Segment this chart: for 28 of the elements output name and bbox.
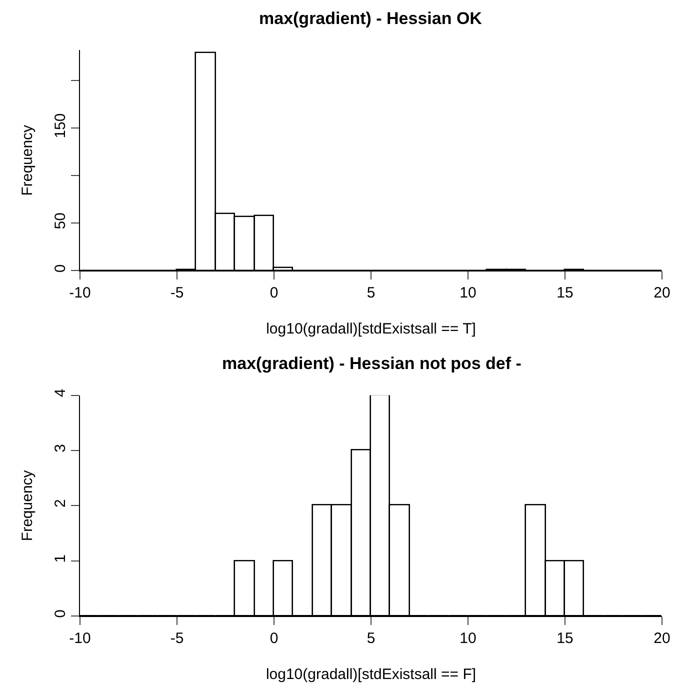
y-axis-title: Frequency (19, 470, 36, 542)
y-tick-label: 4 (52, 388, 69, 398)
x-tick-label: 5 (366, 630, 376, 647)
x-tick-label: 10 (460, 630, 476, 647)
y-tick-label: 2 (52, 499, 69, 508)
x-tick-label: 15 (556, 630, 574, 647)
x-axis-title: log10(gradall)[stdExistsall == F] (266, 666, 476, 683)
x-tick-label: 20 (654, 284, 670, 302)
y-tick-label: 1 (52, 554, 69, 563)
x-tick-label: -10 (69, 284, 91, 302)
x-tick-label: -5 (170, 284, 184, 302)
chart-title: max(gradient) - Hessian OK (259, 9, 483, 28)
chart-title: max(gradient) - Hessian not pos def - (222, 354, 522, 373)
x-tick-label: 20 (654, 630, 670, 647)
x-tick-label: 10 (460, 284, 476, 302)
y-tick-label: 3 (52, 444, 69, 452)
x-tick-label: -5 (170, 630, 184, 647)
x-tick-label: 0 (270, 630, 278, 647)
x-axis-title: log10(gradall)[stdExistsall == T] (266, 320, 476, 338)
y-tick-label: 0 (52, 610, 69, 618)
y-axis-title: Frequency (19, 124, 36, 196)
y-tick-label: 0 (52, 264, 69, 273)
x-tick-label: 5 (366, 284, 376, 302)
y-tick-label: 150 (52, 113, 69, 138)
x-tick-label: -10 (69, 630, 91, 647)
x-tick-label: 15 (556, 284, 574, 302)
y-tick-label: 50 (52, 212, 69, 230)
x-tick-label: 0 (270, 284, 278, 302)
